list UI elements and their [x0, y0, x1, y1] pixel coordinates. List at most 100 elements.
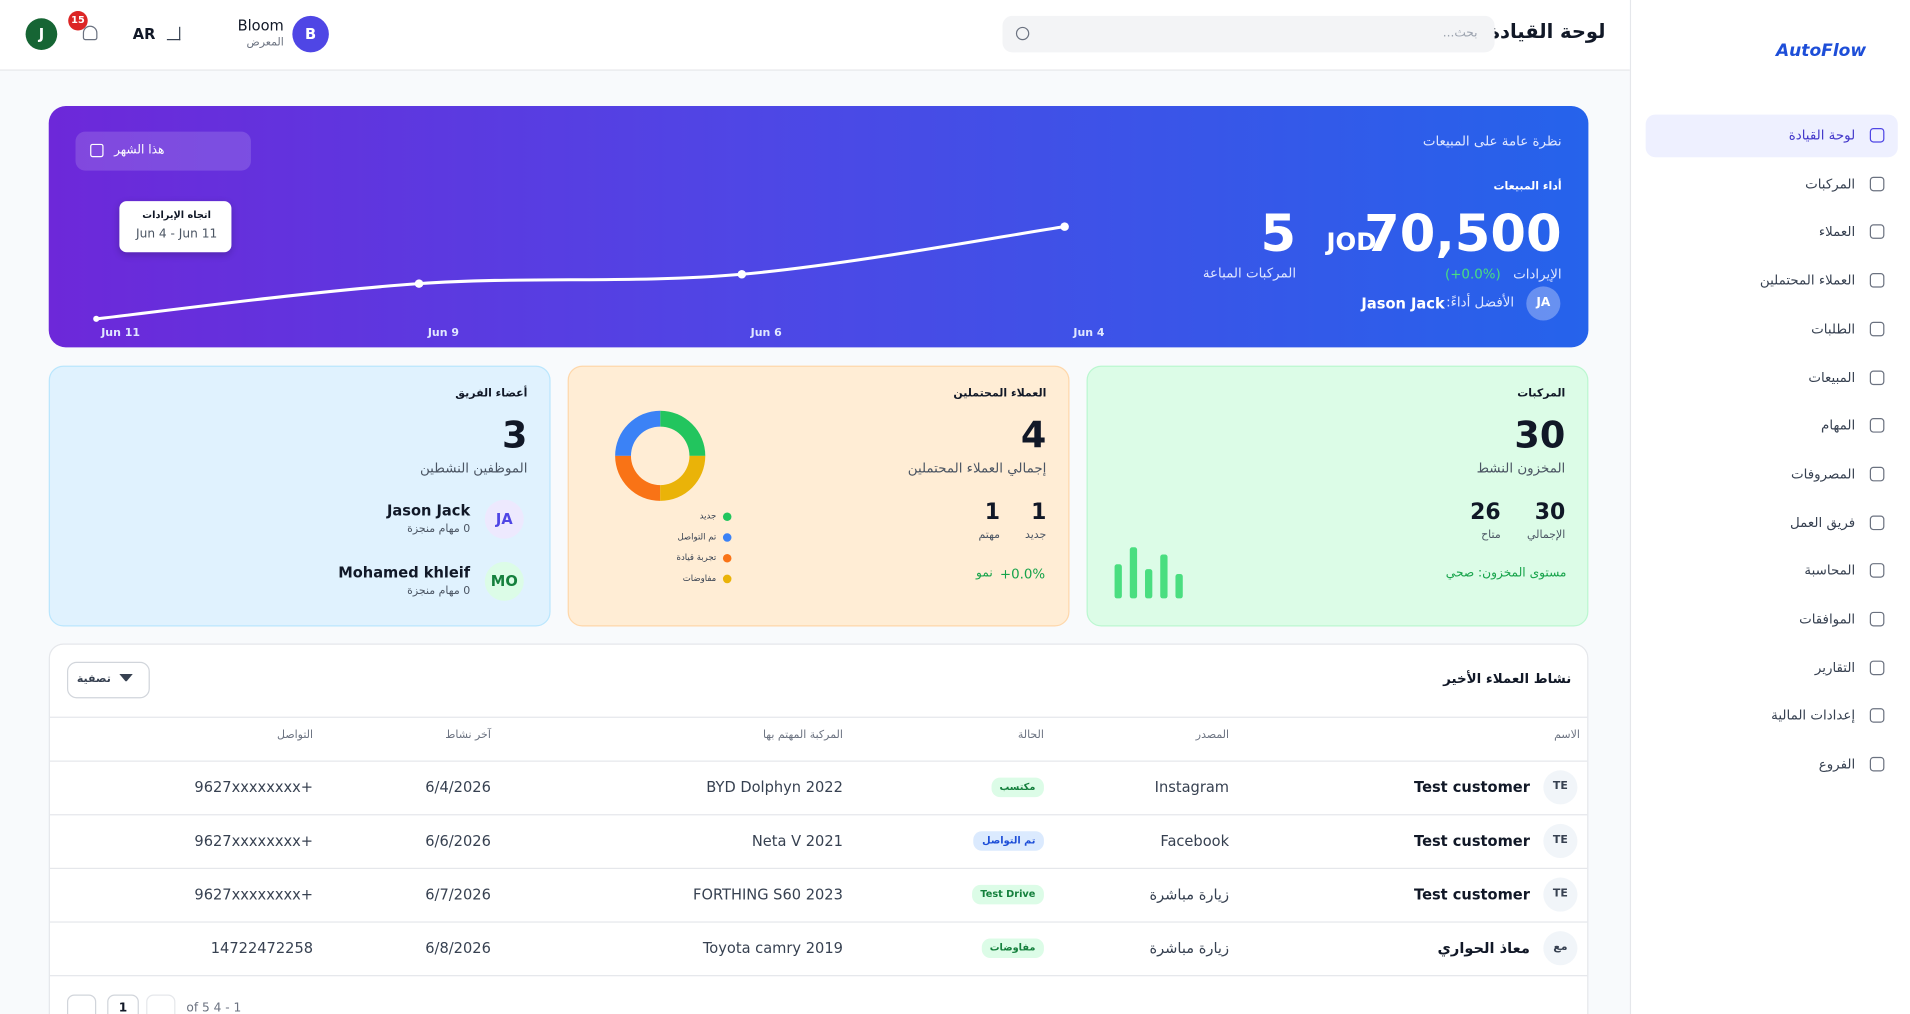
nav-item[interactable]: المهام: [1821, 417, 1856, 434]
revenue-point: [93, 315, 100, 322]
company-name: Bloom: [237, 17, 284, 35]
nav-item[interactable]: العملاء المحتملين: [1759, 272, 1856, 289]
nav-item[interactable]: المحاسبة: [1804, 562, 1856, 579]
stat-label: متاح: [1481, 529, 1501, 542]
customer-avatar: TE: [1552, 887, 1568, 901]
member-tasks: 0 مهام منجزة: [407, 523, 471, 536]
nav-icon[interactable]: [1869, 563, 1885, 579]
nav-item[interactable]: الطلبات: [1811, 320, 1856, 337]
nav-item[interactable]: الموافقات: [1799, 611, 1856, 628]
nav-item[interactable]: العملاء: [1818, 224, 1856, 240]
nav-icon[interactable]: [1869, 756, 1885, 772]
nav-icon[interactable]: [1869, 321, 1885, 337]
stat-value: 1: [1031, 499, 1047, 526]
legend-label: مفاوضات: [682, 573, 717, 584]
revenue-label: الإيرادات: [1513, 266, 1562, 283]
status-badge: تم التواصل: [973, 831, 1044, 851]
stat-label: جديد: [1024, 529, 1047, 542]
sidebar: [1629, 0, 1910, 1014]
nav-icon[interactable]: [1869, 515, 1885, 530]
page-button[interactable]: [107, 994, 139, 1014]
vehicles-sold-label: المركبات المباعة: [1202, 265, 1297, 281]
nav-item[interactable]: فريق العمل: [1790, 514, 1856, 531]
search-box[interactable]: [1002, 15, 1495, 53]
page-number: 1: [118, 1001, 128, 1014]
customer-name: Test customer: [1414, 832, 1530, 850]
notification-badge: 15: [71, 14, 85, 26]
source: Facebook: [1160, 832, 1230, 850]
growth-label: نمو: [976, 566, 993, 581]
nav-icon[interactable]: [1869, 660, 1885, 675]
column-header: آخر نشاط: [445, 729, 491, 742]
stat-label: الإجمالي: [1527, 529, 1566, 542]
card-value: 30: [1514, 414, 1566, 458]
stat-value: 26: [1470, 499, 1501, 526]
stat-value: 1: [984, 499, 1001, 526]
prev-page[interactable]: [146, 994, 176, 1014]
nav-item[interactable]: إعدادات المالية: [1771, 707, 1856, 724]
vehicle: BYD Dolphyn 2022: [706, 778, 843, 796]
search-icon: [1015, 26, 1030, 41]
nav-icon[interactable]: [1869, 708, 1885, 724]
customer-name: Test customer: [1414, 778, 1530, 796]
row-divider: [49, 921, 1588, 923]
member-name: Jason Jack: [386, 502, 471, 520]
top-performer-avatar: JA: [1536, 296, 1551, 310]
nav-icon[interactable]: [1869, 369, 1885, 385]
chevron[interactable]: AR: [132, 25, 156, 43]
nav-icon[interactable]: [1869, 127, 1885, 143]
last-activity: 6/7/2026: [425, 886, 491, 904]
inventory-bar: [1145, 569, 1153, 599]
filter-label: تصفية: [76, 673, 111, 686]
company-subtitle: المعرض: [246, 37, 284, 50]
next-page[interactable]: [66, 994, 97, 1014]
active-item: [1645, 114, 1898, 158]
inventory-status: مستوى المخزون: صحي: [1445, 566, 1567, 581]
nav-item[interactable]: التقارير: [1814, 659, 1856, 676]
logo: AutoFlow: [1775, 41, 1867, 61]
contact: 14722472258: [210, 939, 314, 957]
revenue-point: [414, 279, 424, 288]
tooltip-title: اتجاه الإيرادات: [142, 209, 211, 221]
member-avatar: JA: [495, 510, 513, 528]
donut-segment: [615, 455, 661, 501]
donut-segment: [615, 410, 661, 456]
nav-item[interactable]: المركبات: [1805, 175, 1856, 192]
customer-avatar-bg: [1543, 931, 1578, 966]
customer-avatar: مع: [1553, 941, 1568, 954]
legend-label: تم التواصل: [677, 532, 717, 542]
nav-icon[interactable]: [1869, 224, 1885, 240]
customer-avatar-bg: [1543, 770, 1578, 805]
last-activity: 6/6/2026: [425, 832, 491, 850]
filter-button[interactable]: [66, 661, 150, 699]
nav-item[interactable]: الفروع: [1818, 756, 1856, 773]
nav-icon[interactable]: [1869, 611, 1885, 627]
table-title: نشاط العملاء الأخير: [1443, 670, 1572, 687]
column-header: الاسم: [1554, 729, 1580, 742]
page-title: لوحة القيادة: [1488, 19, 1606, 43]
vehicles-sold: 5: [1260, 203, 1297, 264]
inventory-bar: [1114, 564, 1122, 599]
nav-item[interactable]: المصروفات: [1791, 466, 1856, 482]
row-divider: [49, 814, 1588, 816]
source: زيارة مباشرة: [1149, 886, 1230, 904]
status-badge: Test Drive: [971, 884, 1044, 905]
period-select[interactable]: [75, 131, 251, 171]
member-avatar-bg: [484, 499, 524, 539]
nav-item[interactable]: لوحة القيادة: [1788, 127, 1856, 144]
card-value: 4: [1020, 414, 1047, 458]
bell-icon[interactable]: [82, 25, 98, 41]
period: هذا الشهر: [114, 143, 165, 158]
status-badge: مفاوضات: [981, 938, 1044, 958]
nav-icon[interactable]: [1869, 273, 1885, 288]
nav-item[interactable]: المبيعات: [1808, 369, 1856, 386]
card-title: أعضاء الفريق: [455, 388, 528, 401]
nav-icon[interactable]: [1869, 466, 1885, 482]
column-header: المركبة المهتم بها: [762, 729, 843, 742]
nav-icon[interactable]: [1869, 176, 1885, 191]
nav-icon[interactable]: [1869, 418, 1885, 433]
company-avatar-bg: [292, 15, 329, 53]
donut-segment: [660, 455, 706, 501]
